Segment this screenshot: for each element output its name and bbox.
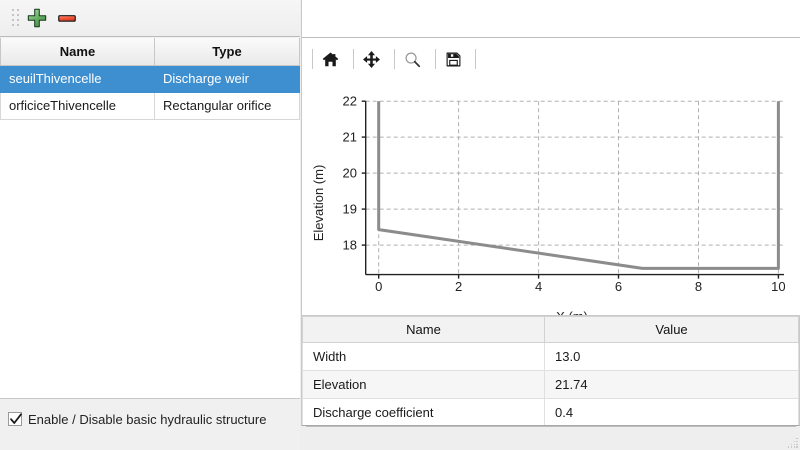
svg-text:20: 20 xyxy=(343,166,357,181)
svg-text:2: 2 xyxy=(455,279,462,294)
svg-text:10: 10 xyxy=(771,279,785,294)
svg-text:8: 8 xyxy=(695,279,702,294)
svg-text:6: 6 xyxy=(615,279,622,294)
svg-text:19: 19 xyxy=(343,202,357,217)
svg-text:Elevation (m): Elevation (m) xyxy=(311,165,326,242)
svg-text:4: 4 xyxy=(535,279,542,294)
svg-text:22: 22 xyxy=(343,94,357,109)
svg-text:21: 21 xyxy=(343,130,357,145)
svg-text:18: 18 xyxy=(343,238,357,253)
svg-text:0: 0 xyxy=(375,279,382,294)
